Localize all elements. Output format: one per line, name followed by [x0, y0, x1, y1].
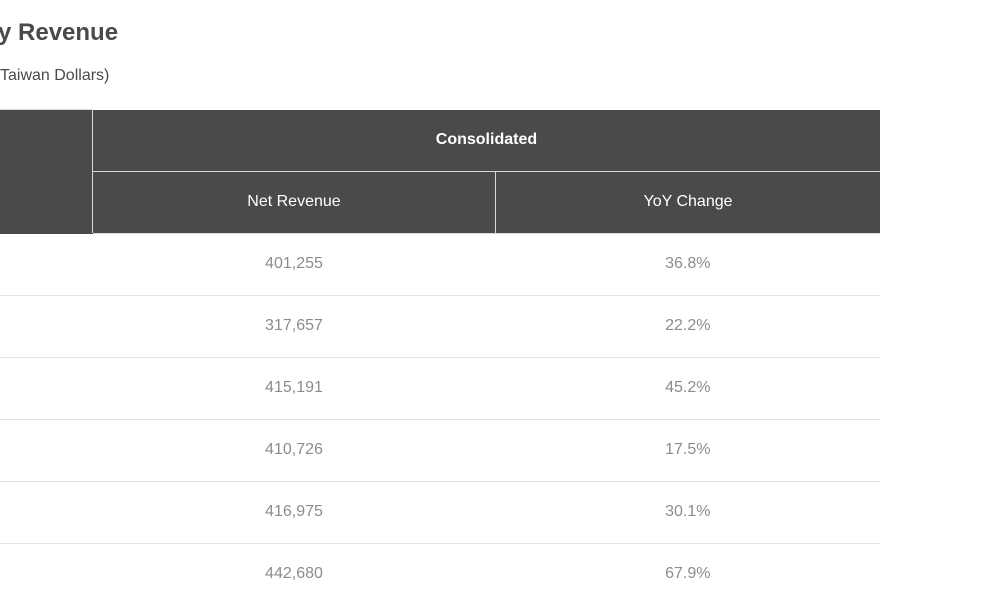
yoy-change-cell: 36.8%: [495, 233, 880, 296]
yoy-change-column-header: YoY Change: [495, 170, 880, 234]
month-cell: [0, 481, 93, 544]
table-row: 410,726 17.5%: [0, 419, 880, 482]
month-cell: [0, 543, 93, 600]
table-header-row-group: th Consolidated: [0, 109, 880, 234]
table-row: 317,657 22.2%: [0, 295, 880, 358]
table-row: 401,255 36.8%: [0, 233, 880, 296]
table-row: 415,191 45.2%: [0, 357, 880, 420]
month-cell: [0, 233, 93, 296]
net-revenue-cell: 317,657: [92, 295, 496, 358]
revenue-table: th Consolidated Net Revenue YoY Change 4…: [0, 109, 880, 600]
month-cell: [0, 419, 93, 482]
table-header-row-columns: Net Revenue YoY Change: [0, 170, 880, 234]
net-revenue-cell: 410,726: [92, 419, 496, 482]
month-cell: [0, 295, 93, 358]
page-title: y Revenue: [0, 19, 119, 46]
yoy-change-cell: 30.1%: [495, 481, 880, 544]
yoy-change-cell: 67.9%: [495, 543, 880, 600]
yoy-change-cell: 45.2%: [495, 357, 880, 420]
net-revenue-column-header: Net Revenue: [91, 170, 497, 234]
net-revenue-cell: 401,255: [92, 233, 496, 296]
month-column-header: th: [0, 109, 93, 234]
net-revenue-cell: 442,680: [92, 543, 496, 600]
month-cell: [0, 357, 93, 420]
table-row: 416,975 30.1%: [0, 481, 880, 544]
consolidated-group-header: Consolidated: [91, 109, 880, 172]
yoy-change-cell: 22.2%: [495, 295, 880, 358]
yoy-change-cell: 17.5%: [495, 419, 880, 482]
net-revenue-cell: 415,191: [92, 357, 496, 420]
net-revenue-cell: 416,975: [92, 481, 496, 544]
page-subtitle: Taiwan Dollars): [0, 67, 110, 84]
table-row: 442,680 67.9%: [0, 543, 880, 600]
